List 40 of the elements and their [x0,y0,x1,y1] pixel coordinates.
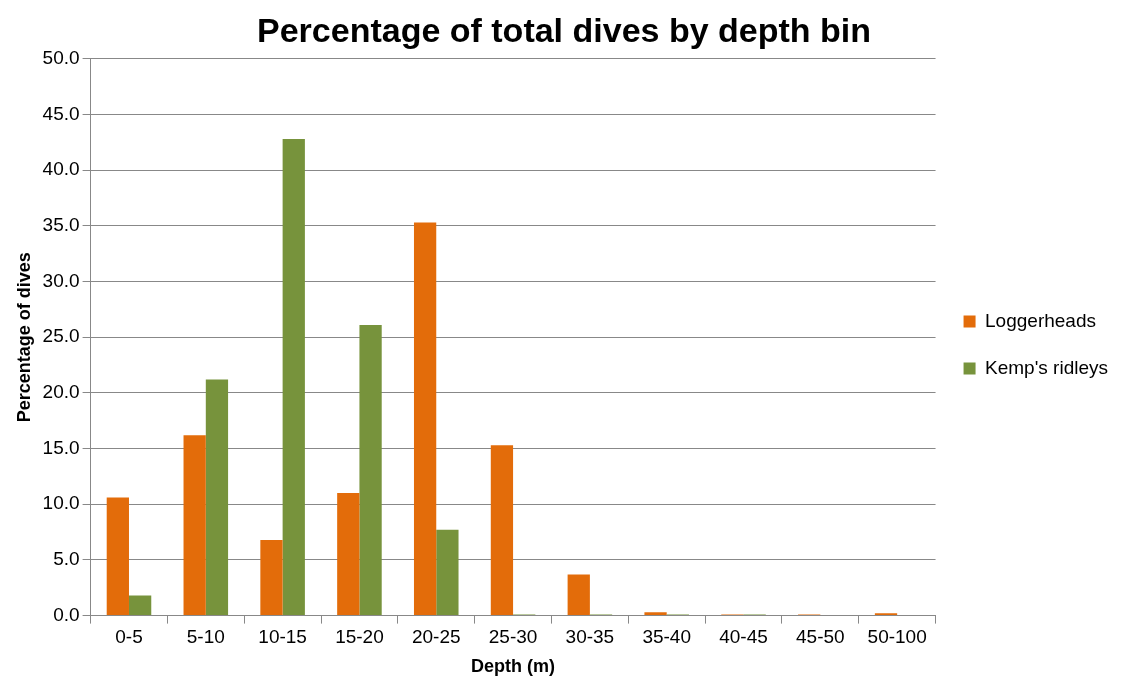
y-tick-label: 45.0 [42,102,80,124]
x-tick-label: 10-15 [258,626,307,648]
legend-label: Loggerheads [985,309,1096,331]
y-tick-label: 50.0 [42,47,80,69]
bar [490,445,514,616]
bar [282,138,305,616]
bar [205,379,229,616]
y-tick-label: 40.0 [42,158,80,180]
x-tick-label: 15-20 [335,626,384,648]
y-tick-label: 20.0 [42,381,80,403]
y-tick-label: 30.0 [42,269,80,291]
bar [128,595,152,616]
bar [436,529,459,616]
bar [567,574,590,616]
y-tick-label: 15.0 [42,436,80,458]
x-axis-title: Depth (m) [471,656,556,677]
x-tick-label: 45-50 [796,626,845,648]
x-tick-label: 30-35 [565,626,615,648]
bar [183,435,206,616]
bar [106,497,129,616]
x-tick-label: 5-10 [186,626,225,648]
y-tick-label: 35.0 [42,214,80,236]
y-tick-label: 25.0 [42,325,80,347]
y-tick-label: 0.0 [53,603,80,625]
bar [644,612,667,616]
x-tick-label: 25-30 [488,626,538,648]
x-tick-label: 50-100 [867,626,927,648]
y-tick-label: 10.0 [42,492,80,514]
bar [337,493,360,616]
legend-label: Kemp's ridleys [985,356,1109,378]
chart-title: Percentage of total dives by depth bin [257,10,871,49]
y-tick-label: 5.0 [53,548,80,570]
bar [359,324,382,616]
bar [413,222,437,616]
x-tick-label: 40-45 [719,626,768,648]
x-tick-label: 20-25 [411,626,461,648]
x-tick-label: 35-40 [642,626,691,648]
x-tick-label: 0-5 [115,626,143,648]
y-axis-title: Percentage of dives [13,252,34,423]
bar [260,539,283,616]
